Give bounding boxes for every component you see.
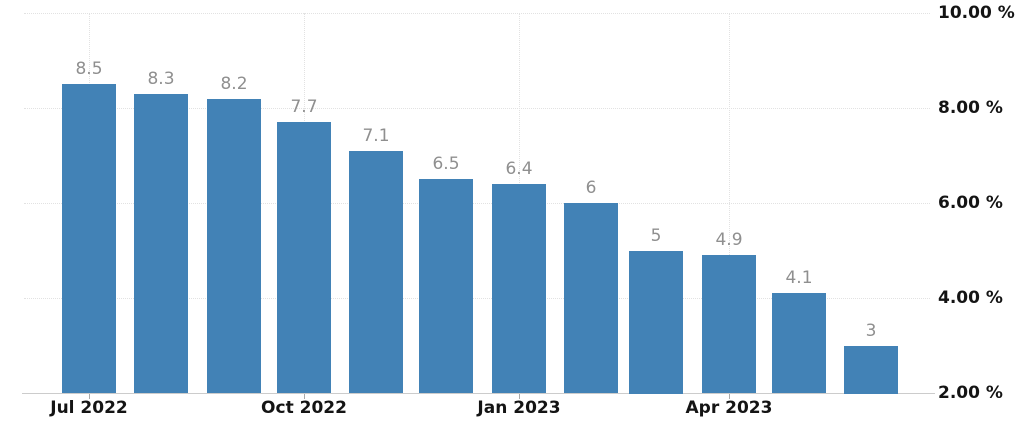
bar[interactable]	[564, 203, 618, 393]
bar-value-label: 4.1	[785, 268, 813, 288]
bar-value-label: 7.7	[290, 97, 318, 117]
y-axis-label: 4.00 %	[938, 288, 1003, 308]
x-axis-label: Oct 2022	[261, 398, 347, 418]
bar-value-label: 8.2	[220, 74, 248, 94]
bar-value-label: 8.5	[75, 59, 103, 79]
bar[interactable]	[62, 84, 116, 393]
bar-value-label: 7.1	[362, 126, 390, 146]
x-axis-label: Jul 2022	[50, 398, 128, 418]
bar[interactable]	[419, 179, 473, 393]
bar-value-label: 4.9	[715, 230, 743, 250]
y-axis-label: 2.00 %	[938, 383, 1003, 403]
bar-value-label: 3	[865, 321, 877, 341]
gridline-horizontal	[24, 203, 930, 204]
bar[interactable]	[349, 151, 403, 393]
bar-value-label: 5	[650, 226, 662, 246]
x-axis-tick	[729, 394, 730, 399]
bar[interactable]	[772, 293, 826, 393]
bar-value-label: 6	[585, 178, 597, 198]
gridline-horizontal	[24, 108, 930, 109]
bar[interactable]	[492, 184, 546, 393]
x-axis-label: Jan 2023	[477, 398, 561, 418]
bar-value-label: 6.5	[432, 154, 460, 174]
bar[interactable]	[207, 99, 261, 393]
gridline-horizontal	[24, 298, 930, 299]
bar[interactable]	[702, 255, 756, 393]
y-axis-label: 10.00 %	[938, 3, 1015, 23]
bar[interactable]	[134, 94, 188, 393]
bar-value-label: 8.3	[147, 69, 175, 89]
x-axis-tick	[89, 394, 90, 399]
y-axis-label: 8.00 %	[938, 98, 1003, 118]
x-axis-line	[22, 393, 935, 394]
x-axis-tick	[519, 394, 520, 399]
x-axis-label: Apr 2023	[685, 398, 773, 418]
bar[interactable]	[629, 251, 683, 394]
bar-value-label: 6.4	[505, 159, 533, 179]
bar[interactable]	[844, 346, 898, 394]
bar[interactable]	[277, 122, 331, 393]
y-axis-label: 6.00 %	[938, 193, 1003, 213]
gridline-vertical	[729, 13, 730, 393]
gridline-horizontal	[24, 13, 930, 14]
x-axis-tick	[304, 394, 305, 399]
